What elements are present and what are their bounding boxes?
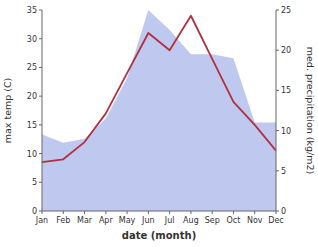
x-tick — [127, 211, 128, 214]
y-axis-line — [42, 10, 43, 211]
y2-tick — [276, 10, 279, 11]
y-tick — [39, 96, 42, 97]
y2-tick-label: 15 — [281, 86, 291, 95]
temp-line — [42, 16, 276, 162]
x-tick-label: Aug — [183, 216, 199, 225]
x-tick-label: Sep — [205, 216, 220, 225]
y-tick-label: 5 — [32, 178, 37, 187]
y2-tick — [276, 130, 279, 131]
y2-tick — [276, 211, 279, 212]
x-tick-label: Oct — [227, 216, 241, 225]
x-tick — [63, 211, 64, 214]
x-tick-label: Mar — [77, 216, 93, 225]
chart: JanFebMarAprMayJunJulAugSepOctNovDec0510… — [0, 0, 318, 247]
y-tick-label: 15 — [27, 121, 37, 130]
plot-area — [42, 10, 276, 211]
y2-axis-line — [276, 10, 277, 211]
x-axis-line — [42, 211, 276, 212]
y2-tick-label: 25 — [281, 6, 291, 15]
x-tick — [212, 211, 213, 214]
y2-tick-label: 10 — [281, 127, 291, 136]
y-tick — [39, 10, 42, 11]
x-tick — [233, 211, 234, 214]
y-tick — [39, 67, 42, 68]
y2-tick-label: 20 — [281, 46, 291, 55]
x-tick-label: Nov — [247, 216, 263, 225]
x-tick-label: Jul — [164, 216, 175, 225]
axes: JanFebMarAprMayJunJulAugSepOctNovDec0510… — [27, 6, 291, 225]
y-tick-label: 35 — [27, 6, 37, 15]
y-tick — [39, 182, 42, 183]
y-tick-label: 30 — [27, 35, 37, 44]
y2-axis-label: med. precipitation (kg/m2) — [305, 47, 316, 174]
x-tick-label: Dec — [268, 216, 283, 225]
y-tick — [39, 124, 42, 125]
precip-area — [42, 10, 276, 211]
y-tick — [39, 38, 42, 39]
x-tick-label: May — [119, 216, 136, 225]
x-tick-label: Jun — [141, 216, 155, 225]
y2-tick-label: 5 — [281, 167, 286, 176]
y-axis-label: max temp (C) — [2, 78, 13, 144]
x-tick — [190, 211, 191, 214]
x-tick — [148, 211, 149, 214]
chart-container: JanFebMarAprMayJunJulAugSepOctNovDec0510… — [0, 0, 318, 247]
y2-tick — [276, 90, 279, 91]
y2-tick — [276, 50, 279, 51]
x-tick — [169, 211, 170, 214]
x-tick-label: Jan — [35, 216, 48, 225]
y-tick-label: 25 — [27, 63, 37, 72]
x-axis-label: date (month) — [122, 230, 196, 241]
x-tick-label: Apr — [99, 216, 114, 225]
x-tick — [254, 211, 255, 214]
y-tick-label: 0 — [32, 207, 37, 216]
y-tick-label: 10 — [27, 150, 37, 159]
y-tick — [39, 153, 42, 154]
x-tick — [84, 211, 85, 214]
y-tick-label: 20 — [27, 92, 37, 101]
y-tick — [39, 211, 42, 212]
x-tick — [105, 211, 106, 214]
x-tick-label: Feb — [56, 216, 70, 225]
y2-tick-label: 0 — [281, 207, 286, 216]
y2-tick — [276, 170, 279, 171]
